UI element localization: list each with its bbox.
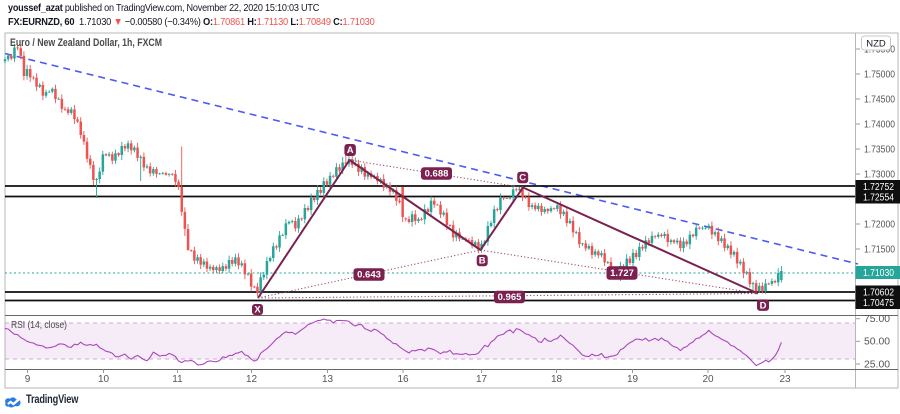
svg-text:10: 10	[98, 374, 110, 385]
svg-text:1.72752: 1.72752	[863, 182, 894, 193]
svg-text:13: 13	[322, 374, 334, 385]
svg-text:1.71030: 1.71030	[863, 268, 894, 279]
svg-text:B: B	[479, 256, 486, 267]
svg-text:1.74000: 1.74000	[864, 119, 895, 130]
svg-text:C: C	[519, 173, 526, 184]
svg-text:1.727: 1.727	[610, 268, 634, 279]
svg-text:0.643: 0.643	[357, 270, 381, 281]
svg-text:0.688: 0.688	[425, 169, 449, 180]
svg-text:D: D	[760, 300, 767, 311]
svg-text:25.00: 25.00	[864, 359, 890, 370]
svg-text:0.965: 0.965	[498, 292, 522, 303]
svg-text:X: X	[254, 305, 261, 316]
svg-text:Euro / New Zealand Dollar, 1h,: Euro / New Zealand Dollar, 1h, FXCM	[10, 37, 162, 49]
svg-text:A: A	[347, 145, 354, 156]
svg-text:18: 18	[551, 374, 563, 385]
svg-text:9: 9	[25, 374, 31, 385]
svg-text:11: 11	[172, 374, 183, 385]
svg-text:NZD: NZD	[866, 39, 886, 50]
svg-text:17: 17	[476, 374, 488, 385]
svg-text:1.75000: 1.75000	[864, 69, 895, 80]
svg-text:12: 12	[246, 374, 258, 385]
svg-text:16: 16	[397, 374, 409, 385]
svg-text:1.74500: 1.74500	[864, 94, 895, 105]
svg-text:1.73500: 1.73500	[864, 144, 895, 155]
svg-text:RSI (14, close): RSI (14, close)	[11, 320, 67, 331]
svg-text:19: 19	[627, 374, 639, 385]
svg-text:20: 20	[702, 374, 714, 385]
svg-text:1.71500: 1.71500	[864, 244, 895, 255]
svg-text:1.70602: 1.70602	[863, 288, 894, 299]
svg-text:23: 23	[779, 374, 791, 385]
svg-text:1.70475: 1.70475	[863, 298, 894, 309]
svg-text:50.00: 50.00	[864, 337, 890, 348]
svg-text:1.73000: 1.73000	[864, 169, 895, 180]
svg-text:1.72554: 1.72554	[863, 193, 894, 204]
svg-text:1.72000: 1.72000	[864, 219, 895, 230]
svg-text:75.00: 75.00	[864, 314, 890, 325]
